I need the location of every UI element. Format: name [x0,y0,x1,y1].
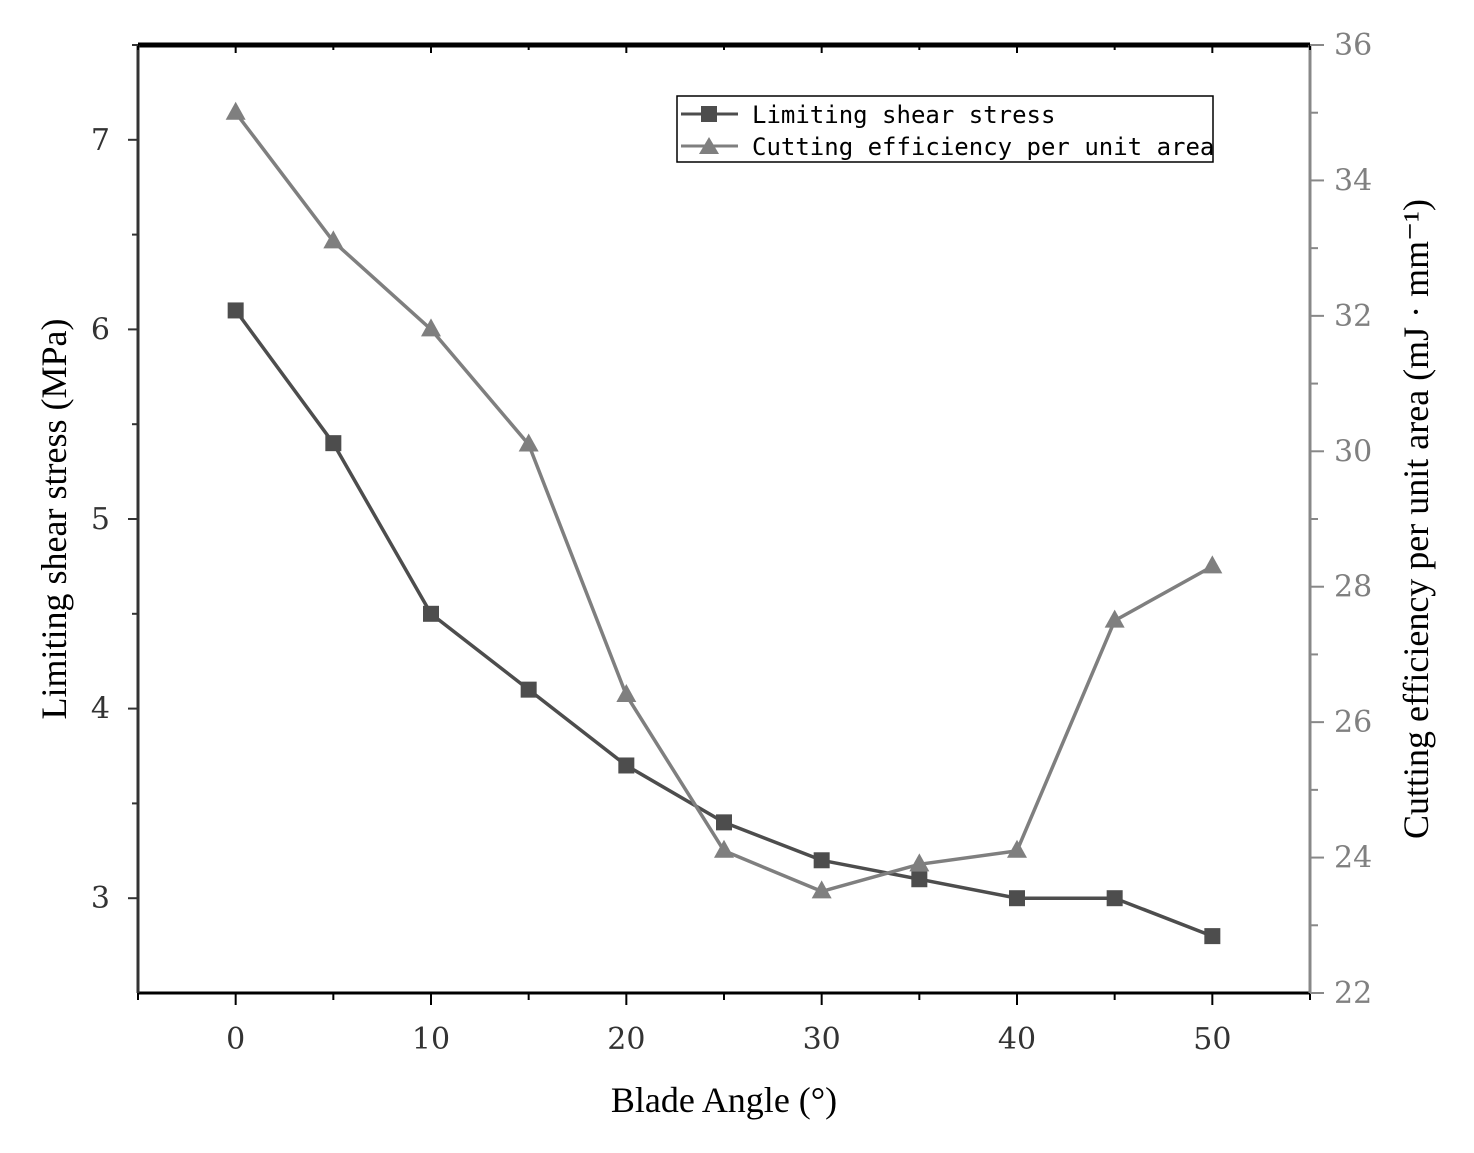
data-point-square [520,681,537,698]
data-point-square [227,302,244,319]
y-right-tick-label: 22 [1334,976,1372,1011]
data-point-square [1009,890,1025,907]
data-point-triangle [909,853,930,872]
y-right-tick-label: 30 [1334,434,1372,469]
legend: Limiting shear stress Cutting efficiency… [676,95,1214,163]
data-point-triangle [1007,839,1027,858]
legend-label-limiting-shear-stress: Limiting shear stress [752,101,1055,129]
y-right-tick-label: 36 [1334,28,1372,63]
data-point-triangle [811,880,832,899]
y-right-tick-label: 26 [1334,705,1372,740]
y-left-tick-label: 7 [91,123,110,158]
y-right-tick-label: 28 [1334,570,1372,605]
data-point-triangle [421,318,441,337]
data-point-triangle [323,230,344,249]
legend-label-cutting-efficiency: Cutting efficiency per unit area [752,133,1214,161]
y-right-tick-label: 32 [1334,299,1372,334]
legend-marker-square [701,106,717,122]
y-axis-right-title: Cutting efficiency per unit area (mJ · m… [1396,199,1436,839]
x-axis-title: Blade Angle (°) [611,1080,837,1120]
y-right-tick-label: 24 [1334,841,1372,876]
y-left-tick-label: 4 [91,692,110,727]
x-tick-label: 40 [998,1022,1036,1057]
legend-marker-triangle [699,137,719,154]
series-layer [225,101,1223,945]
data-point-triangle [1104,609,1125,628]
y-axis-left-title: Limiting shear stress (MPa) [34,319,74,720]
y-right-tick-label: 34 [1334,163,1372,198]
data-point-triangle [714,839,734,858]
y-left-tick-label: 3 [91,881,110,916]
x-tick-label: 10 [412,1022,450,1057]
data-point-square [813,852,830,869]
y-left-tick-label: 6 [91,312,110,347]
data-point-square [911,871,928,888]
x-tick-label: 20 [607,1022,645,1057]
x-tick-label: 0 [226,1022,245,1057]
data-point-square [423,605,439,622]
data-point-triangle [616,684,637,703]
y-left-tick-label: 5 [91,502,110,537]
data-point-square [1106,890,1123,907]
data-point-square [1204,928,1221,945]
data-point-square [716,814,732,831]
x-tick-label: 30 [803,1022,841,1057]
data-point-triangle [225,101,246,120]
data-point-square [618,757,635,774]
series-line-1 [234,111,1214,894]
x-tick-label: 50 [1193,1022,1231,1057]
data-point-triangle [518,433,539,452]
legend-box [676,95,1214,163]
data-point-square [325,435,342,452]
data-point-triangle [1202,555,1223,574]
